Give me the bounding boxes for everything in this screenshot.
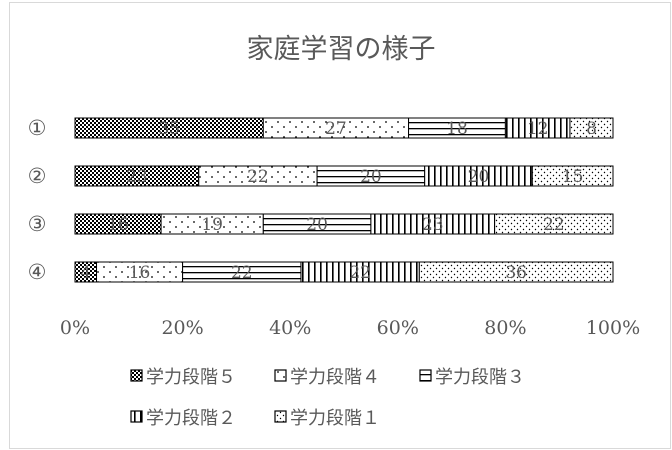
x-tick-label: 0% bbox=[60, 317, 90, 339]
data-label: 16 bbox=[107, 215, 129, 235]
data-label: 12 bbox=[527, 119, 549, 139]
x-axis-ticks: 0% 20% 40% 60% 80% 100% bbox=[60, 317, 640, 339]
category-label: ④ bbox=[28, 260, 47, 284]
legend-label: 学力段階３ bbox=[435, 367, 525, 388]
bars-group: 35 27 18 12 8 23 22 20 20 15 16 19 20 23 22 4 16 22 22 36 bbox=[74, 117, 614, 283]
bar-segment bbox=[494, 213, 614, 235]
x-tick-label: 40% bbox=[269, 317, 311, 339]
data-label: 22 bbox=[349, 263, 371, 283]
category-label: ③ bbox=[28, 212, 47, 236]
data-label: 18 bbox=[446, 119, 468, 139]
x-tick-label: 80% bbox=[484, 317, 526, 339]
data-label: 20 bbox=[306, 215, 328, 235]
x-tick-label: 100% bbox=[586, 317, 640, 339]
legend: 学力段階５ 学力段階４ 学力段階３ 学力段階２ 学力段階１ bbox=[130, 367, 525, 429]
legend-swatch bbox=[130, 410, 143, 423]
bar-segment bbox=[531, 165, 614, 187]
data-label: 27 bbox=[325, 119, 347, 139]
data-label: 23 bbox=[422, 215, 444, 235]
chart-frame bbox=[9, 2, 671, 449]
x-tick-label: 20% bbox=[161, 317, 203, 339]
legend-label: 学力段階５ bbox=[146, 367, 236, 388]
legend-label: 学力段階１ bbox=[290, 408, 380, 429]
data-label: 23 bbox=[126, 167, 148, 187]
category-label: ② bbox=[28, 164, 47, 188]
data-label: 16 bbox=[129, 263, 151, 283]
legend-swatch bbox=[274, 369, 287, 382]
data-label: 22 bbox=[247, 167, 269, 187]
data-label: 36 bbox=[505, 263, 527, 283]
legend-swatch bbox=[274, 410, 287, 423]
chart-title: 家庭学習の様子 bbox=[247, 34, 436, 65]
data-label: 15 bbox=[562, 167, 584, 187]
data-label: 19 bbox=[201, 215, 223, 235]
data-label: 35 bbox=[158, 119, 180, 139]
data-label: 4 bbox=[80, 263, 91, 283]
category-labels: ① ② ③ ④ bbox=[28, 116, 47, 284]
data-label: 22 bbox=[231, 263, 253, 283]
data-label: 20 bbox=[360, 167, 382, 187]
legend-swatch bbox=[419, 369, 432, 382]
data-label: 22 bbox=[543, 215, 565, 235]
bar-segment bbox=[418, 261, 614, 283]
legend-label: 学力段階２ bbox=[146, 408, 236, 429]
data-label: 8 bbox=[586, 119, 597, 139]
data-label: 20 bbox=[468, 167, 490, 187]
x-tick-label: 60% bbox=[377, 317, 419, 339]
bar-segment bbox=[569, 117, 614, 139]
legend-label: 学力段階４ bbox=[290, 367, 380, 388]
legend-swatch bbox=[130, 369, 143, 382]
category-label: ① bbox=[28, 116, 47, 140]
